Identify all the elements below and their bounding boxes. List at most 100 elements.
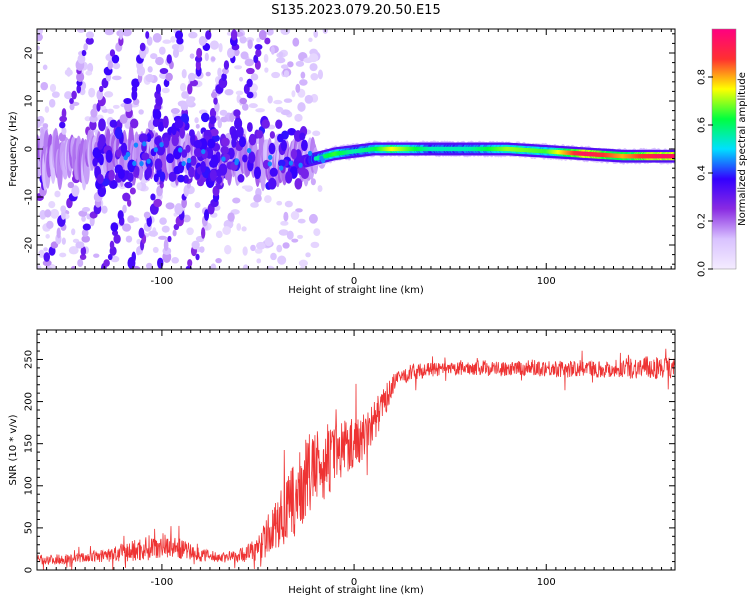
spectrogram-cell (312, 130, 321, 137)
spectrogram-cell (172, 229, 177, 237)
spectrogram-cell (131, 78, 140, 88)
spectrogram-cell (233, 109, 241, 117)
spectrogram-cell (98, 134, 106, 147)
spectrogram-cell (162, 115, 169, 129)
spectrogram-cell (61, 210, 66, 220)
spectrogram-cell (87, 62, 94, 73)
spectrogram-cell (215, 257, 222, 264)
spectrogram-cell (209, 115, 217, 125)
spectrogram-cell (61, 127, 67, 135)
spectrogram-cell (68, 246, 79, 255)
spectrogram-cell (117, 169, 125, 180)
spectrogram-cell (210, 128, 219, 137)
spectrogram-cell (280, 109, 291, 116)
snr-y-tick-label: 100 (24, 476, 35, 495)
spectrogram-cell (241, 226, 247, 232)
spectrogram-cell (278, 229, 289, 236)
spectrogram-cell (159, 142, 164, 148)
spectrogram-cell (129, 187, 136, 195)
spectrogram-cell (150, 53, 158, 60)
spectrogram-cell (267, 161, 273, 167)
spectrogram-cell (122, 204, 127, 214)
spectrogram-cell (141, 152, 150, 161)
spectrogram-cell (98, 118, 106, 132)
spectrogram-cell (124, 101, 133, 113)
spectrogram-cell (191, 240, 200, 250)
spectrogram-cell (297, 102, 306, 112)
spectrogram-cell (221, 73, 227, 81)
spectrogram-cell (165, 72, 173, 82)
spectrogram-cell (239, 97, 248, 105)
spectrogram-cell (112, 62, 121, 70)
spectrogram-cell (42, 123, 49, 129)
spectrogram-cell (92, 147, 102, 159)
spectrogram-cell (77, 258, 84, 268)
spectrogram-cell (270, 252, 277, 261)
spectrogram-cell (127, 172, 134, 183)
spectrogram-cell (278, 51, 284, 58)
spectrogram-cell (275, 57, 286, 64)
spectrogram-cell (276, 244, 283, 253)
spectrogram-cell (37, 45, 40, 51)
spectrogram-cell (297, 234, 304, 239)
spectrogram-cell (186, 227, 194, 236)
spectrogram-cell (81, 49, 87, 57)
colorbar-axis: 0.0 0.2 0.4 0.6 0.8 (697, 28, 737, 277)
spectrogram-cell (59, 115, 68, 123)
spectrogram-cell (242, 246, 248, 256)
spectrogram-cell (276, 200, 283, 206)
spectrogram-cell (227, 212, 235, 222)
spectrogram-cell (294, 178, 303, 190)
spectrogram-cell (167, 235, 172, 243)
spectrogram-cell (111, 75, 122, 81)
spectrogram-cell (122, 223, 132, 232)
spectrogram-cell (246, 67, 255, 75)
spectrogram-cell (215, 230, 223, 239)
spectrogram-cell (269, 131, 276, 139)
spectrogram-cell (233, 49, 240, 56)
spectrogram-cell (273, 99, 283, 105)
spectrogram-cell (283, 211, 289, 222)
spectrogram-cell (37, 33, 43, 42)
spectrogram-cell (299, 132, 306, 141)
spectrogram-cell (234, 65, 243, 70)
spectrogram-cell (250, 202, 259, 208)
spectrogram-cell (50, 241, 59, 249)
spectrogram-cell (42, 259, 52, 267)
spectrogram-x-tick-label: 100 (537, 276, 556, 287)
spectrogram-cell (242, 154, 248, 163)
spectrogram-cell (56, 227, 61, 239)
spectrogram-cell (304, 94, 314, 104)
spectrogram-cell (123, 97, 132, 105)
spectrogram-cell (294, 113, 303, 122)
spectrogram-cell (101, 205, 108, 214)
spectrogram-cell (247, 39, 253, 50)
spectrogram-cell (89, 115, 98, 123)
spectrogram-cell (264, 67, 269, 73)
snr-y-label: SNR (10 * v/v) (8, 414, 19, 485)
spectrogram-cell (182, 214, 191, 223)
colorbar-tick-label: 0.0 (697, 261, 708, 277)
spectrogram-cell (207, 138, 216, 149)
spectrogram-cell (150, 193, 156, 201)
spectrogram-cell (264, 237, 273, 247)
spectrogram-cell (161, 225, 170, 233)
spectrogram-cell (234, 160, 239, 166)
spectrogram-cell (81, 235, 91, 243)
colorbar-frame (711, 28, 737, 270)
spectrogram-cell (96, 89, 104, 101)
spectrogram-cell (267, 177, 277, 190)
spectrogram-cell (80, 246, 87, 256)
spectrogram-cell (78, 210, 88, 217)
spectrogram-cell (155, 56, 164, 66)
spectrogram-cell (103, 259, 110, 267)
spectrogram-y-tick-label: -20 (24, 237, 35, 253)
spectrogram-cell (186, 157, 192, 164)
spectrogram-cell (255, 49, 262, 57)
spectrogram-cell (185, 144, 191, 153)
spectrogram-cell (261, 119, 270, 129)
spectrogram-cell (300, 71, 306, 79)
spectrogram-cell (165, 202, 175, 210)
spectrogram-cell (179, 126, 186, 139)
